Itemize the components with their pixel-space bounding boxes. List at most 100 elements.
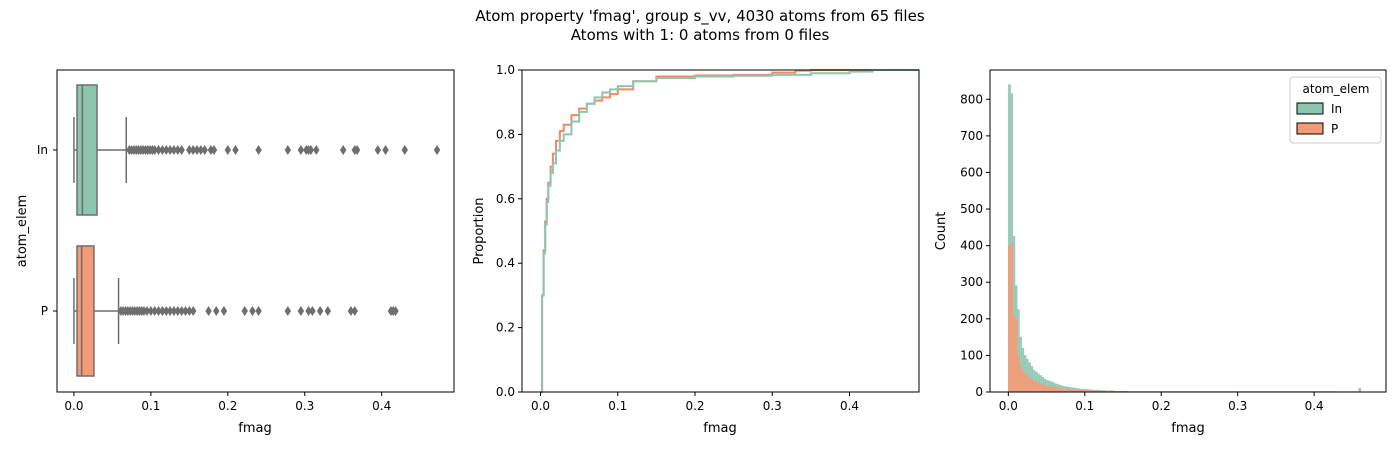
boxplot-y-ticks: In P: [37, 143, 57, 318]
hist-bar-p: [1019, 366, 1022, 393]
hist-bar-p: [1048, 386, 1051, 393]
box-outlier-p: [324, 306, 332, 316]
histogram-y-tick-label: 100: [960, 348, 983, 362]
hist-bar-p: [1030, 378, 1033, 393]
box-outlier-in: [433, 145, 441, 155]
hist-bar-p: [1012, 314, 1016, 393]
ecdf-y-tick-label: 0.2: [496, 321, 515, 335]
ecdf-x-tick-label: 0.2: [685, 399, 704, 413]
box-outlier-p: [166, 306, 174, 316]
box-outlier-in: [197, 145, 205, 155]
histogram-legend: atom_elem In P: [1289, 76, 1382, 144]
box-outlier-in: [151, 145, 158, 155]
histogram-x-label: fmag: [1171, 421, 1204, 436]
histogram-x-tick-label: 0.0: [999, 399, 1018, 413]
boxplot-content: [73, 84, 441, 377]
histogram-x-tick-label: 0.3: [1228, 399, 1247, 413]
hist-bar-p: [1045, 385, 1049, 393]
box-outlier-p: [297, 306, 305, 316]
hist-bar-p: [1008, 245, 1011, 393]
histogram-y-tick-label: 800: [960, 92, 983, 106]
box-outlier-in: [232, 145, 239, 155]
ecdf-x-tick-label: 0.4: [840, 399, 859, 413]
box-outlier-p: [309, 306, 316, 316]
ecdf-x-label: fmag: [703, 421, 736, 436]
boxplot-x-tick-label: 0.0: [64, 399, 83, 413]
hist-bar-p: [1016, 355, 1020, 393]
histogram-y-tick-label: 300: [960, 275, 983, 289]
legend-title: atom_elem: [1303, 82, 1370, 96]
box-outlier-p: [186, 306, 193, 316]
box-outlier-p: [284, 306, 292, 316]
hist-bar-p: [1056, 387, 1060, 393]
box-outlier-p: [392, 306, 399, 316]
box-outlier-in: [224, 145, 232, 155]
hist-bar-p: [1039, 383, 1042, 393]
histogram-y-tick-label: 400: [960, 239, 983, 253]
box-outlier-in: [159, 145, 166, 155]
histogram-x-tick-label: 0.2: [1152, 399, 1171, 413]
histogram-y-label: Count: [934, 212, 949, 251]
hist-bar-p: [1014, 318, 1018, 393]
boxplot-panel: 0.0 0.1 0.2 0.3 0.4 In P fmag atom_elem: [15, 69, 455, 436]
box-outlier-p: [163, 306, 170, 316]
hist-bar-p: [1032, 380, 1036, 393]
box-outlier-p: [143, 306, 151, 316]
hist-bar-in: [1358, 388, 1362, 393]
histogram-x-ticks: 0.0 0.1 0.2 0.3 0.4: [999, 392, 1324, 413]
ecdf-y-ticks: 0.0 0.2 0.4 0.6 0.8 1.0: [496, 63, 522, 399]
box-outlier-in: [174, 145, 181, 155]
box-outlier-in: [382, 145, 389, 155]
hist-bar-p: [1036, 382, 1040, 393]
ecdf-y-tick-label: 0.4: [496, 256, 515, 270]
box-outlier-p: [170, 306, 178, 316]
histogram-y-tick-label: 700: [960, 129, 983, 143]
box-outlier-p: [241, 306, 248, 316]
box-outlier-in: [297, 145, 305, 155]
box-outlier-in: [284, 145, 292, 155]
legend-swatch-p: [1296, 122, 1324, 135]
box-outlier-in: [193, 145, 201, 155]
box-iqr-in: [76, 84, 98, 216]
box-outlier-in: [255, 145, 262, 155]
box-outlier-in: [155, 145, 162, 155]
box-outlier-p: [159, 306, 166, 316]
box-outlier-in: [340, 145, 347, 155]
box-outlier-p: [174, 306, 181, 316]
boxplot-x-tick-label: 0.2: [218, 399, 237, 413]
box-outlier-in: [374, 145, 382, 155]
box-outlier-p: [178, 306, 185, 316]
ecdf-line-p: [540, 69, 919, 393]
boxplot-x-tick-label: 0.4: [372, 399, 391, 413]
hist-bar-p: [1041, 384, 1045, 393]
ecdf-x-tick-label: 0.1: [608, 399, 627, 413]
ecdf-y-tick-label: 1.0: [496, 63, 515, 77]
ecdf-y-tick-label: 0.0: [496, 385, 515, 399]
boxplot-y-tick-label-p: P: [41, 304, 48, 318]
ecdf-y-tick-label: 0.6: [496, 192, 515, 206]
histogram-x-tick-label: 0.1: [1075, 399, 1094, 413]
histogram-y-tick-label: 0: [975, 385, 983, 399]
box-outlier-p: [316, 306, 324, 316]
hist-bar-p: [1025, 375, 1029, 393]
histogram-y-tick-label: 500: [960, 202, 983, 216]
boxplot-axes-frame: [56, 69, 455, 393]
box-outlier-p: [182, 306, 189, 316]
histogram-axes-frame: [989, 69, 1387, 393]
box-outlier-in: [170, 145, 178, 155]
box-outlier-in: [163, 145, 170, 155]
hist-bar-p: [1059, 388, 1062, 393]
histogram-y-tick-label: 600: [960, 165, 983, 179]
hist-bar-p: [1050, 386, 1053, 393]
box-outlier-in: [210, 145, 218, 155]
boxplot-y-label: atom_elem: [15, 195, 30, 267]
hist-bar-p: [1023, 373, 1027, 393]
histogram-x-tick-label: 0.4: [1305, 399, 1324, 413]
box-outlier-in: [401, 145, 408, 155]
histogram-panel: 0.0 0.1 0.2 0.3 0.4 0 100 200 300 400 500 600 700 80…: [934, 69, 1387, 436]
boxplot-x-tick-label: 0.3: [295, 399, 314, 413]
box-outlier-in: [353, 145, 361, 155]
hist-bar-p: [1054, 387, 1058, 393]
ecdf-axes-frame: [521, 69, 920, 393]
ecdf-x-tick-label: 0.3: [763, 399, 782, 413]
